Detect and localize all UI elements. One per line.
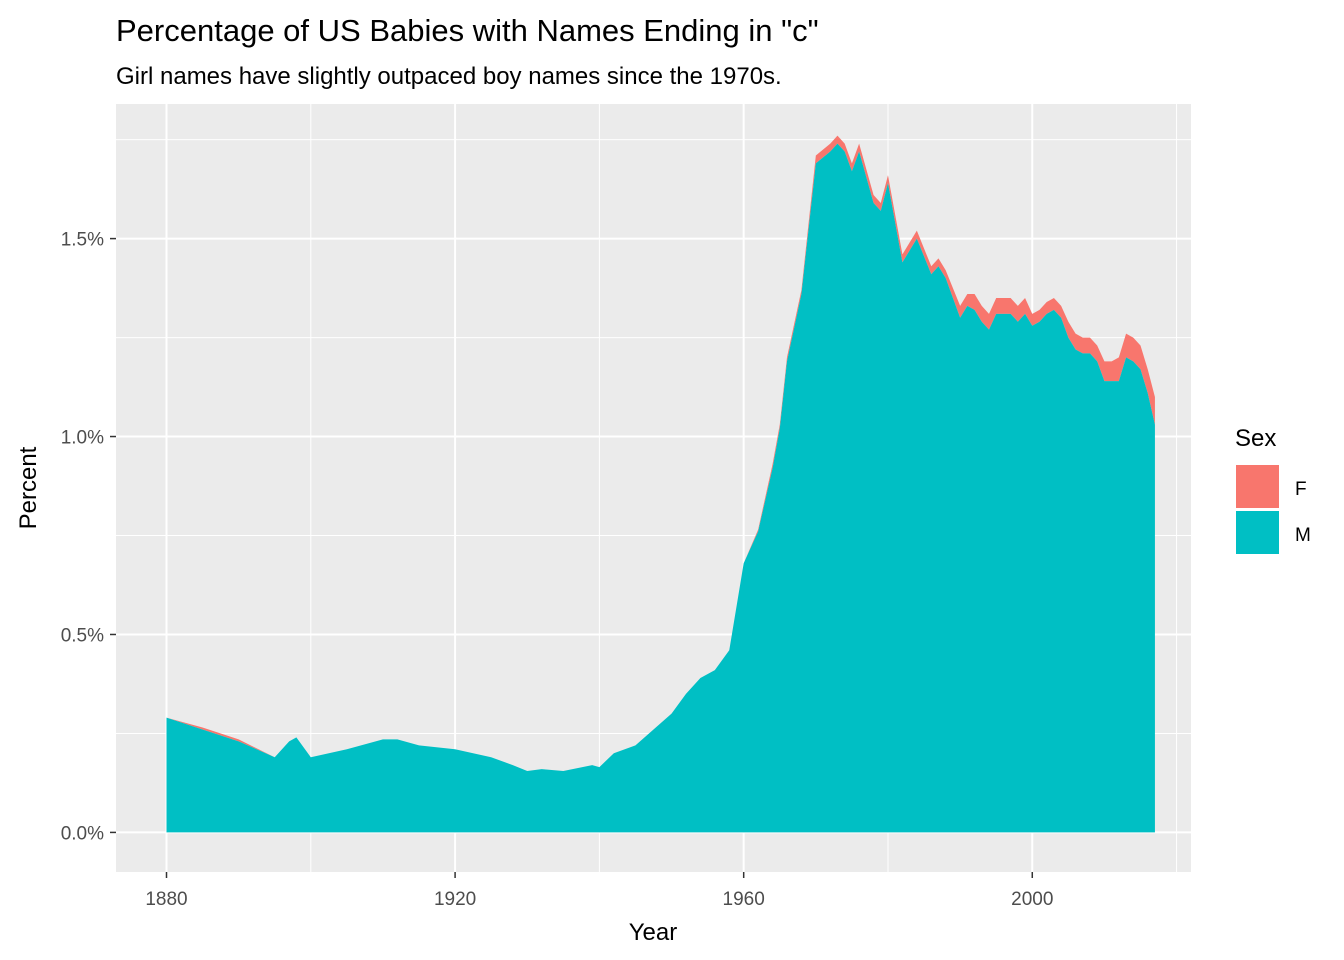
x-axis-title: Year: [629, 919, 678, 946]
y-axis: 0.0% 0.5% 1.0% 1.5%: [61, 230, 116, 844]
x-tick-label: 1960: [723, 889, 765, 910]
chart-title: Percentage of US Babies with Names Endin…: [116, 13, 819, 48]
y-tick-label: 0.0%: [61, 823, 104, 844]
legend-title: Sex: [1235, 425, 1276, 452]
series-m-area: [166, 143, 1155, 833]
y-tick-label: 1.5%: [61, 230, 104, 251]
y-tick-label: 0.5%: [61, 625, 104, 646]
area-series: [166, 135, 1155, 833]
x-tick-label: 2000: [1011, 889, 1053, 910]
legend-label-f: F: [1295, 479, 1307, 500]
legend-key-m: [1236, 511, 1279, 554]
y-tick-label: 1.0%: [61, 428, 104, 449]
x-axis: 1880 1920 1960 2000: [145, 872, 1053, 910]
y-axis-title: Percent: [15, 446, 42, 529]
legend: Sex F M: [1235, 425, 1311, 554]
chart-subtitle: Girl names have slightly outpaced boy na…: [116, 63, 782, 90]
x-tick-label: 1880: [145, 889, 187, 910]
legend-label-m: M: [1295, 525, 1311, 546]
legend-key-f: [1236, 465, 1279, 508]
x-tick-label: 1920: [434, 889, 476, 910]
